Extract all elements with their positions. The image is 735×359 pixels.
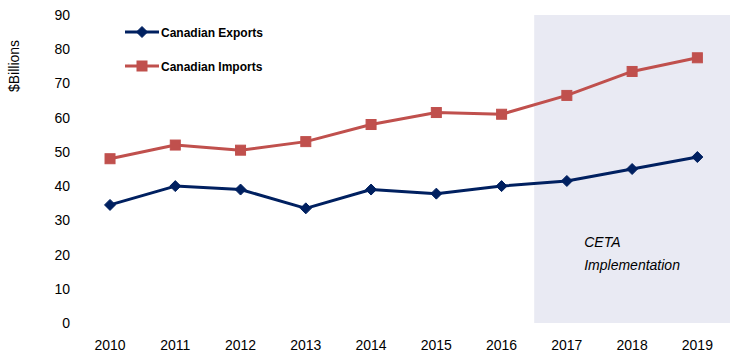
x-tick-label: 2017 bbox=[551, 337, 582, 353]
data-point bbox=[301, 137, 311, 147]
y-tick-label: 80 bbox=[54, 41, 70, 57]
data-point bbox=[561, 175, 572, 186]
y-tick-label: 20 bbox=[54, 247, 70, 263]
chart-container: CETAImplementation 0 10 20 30 40 50 60 70 80 90 201… bbox=[0, 0, 735, 359]
data-point bbox=[692, 53, 702, 63]
data-point bbox=[431, 188, 442, 199]
data-point bbox=[431, 108, 441, 118]
data-point bbox=[236, 145, 246, 155]
data-point bbox=[496, 181, 507, 192]
data-point bbox=[105, 154, 115, 164]
legend-marker bbox=[137, 61, 147, 71]
data-point bbox=[692, 152, 703, 163]
data-point bbox=[627, 66, 637, 76]
data-point bbox=[627, 164, 638, 175]
x-tick-label: 2012 bbox=[225, 337, 256, 353]
legend-label: Canadian Imports bbox=[161, 60, 263, 74]
y-tick-label: 40 bbox=[54, 178, 70, 194]
chart-svg: CETAImplementation 0 10 20 30 40 50 60 70 80 90 201… bbox=[0, 0, 735, 359]
y-tick-label: 50 bbox=[54, 144, 70, 160]
series-line bbox=[110, 58, 697, 159]
legend-label: Canadian Exports bbox=[161, 26, 263, 40]
y-tick-label: 60 bbox=[54, 110, 70, 126]
data-point bbox=[170, 140, 180, 150]
x-tick-label: 2014 bbox=[355, 337, 386, 353]
legend-marker bbox=[137, 27, 148, 38]
legend: Canadian Exports Canadian Imports bbox=[125, 26, 263, 74]
data-point bbox=[562, 90, 572, 100]
series-line bbox=[110, 157, 697, 208]
y-tick-label: 70 bbox=[54, 75, 70, 91]
y-tick-label: 0 bbox=[62, 315, 70, 331]
x-tick-label: 2013 bbox=[290, 337, 321, 353]
y-tick-label: 10 bbox=[54, 281, 70, 297]
annotation-text: CETAImplementation bbox=[584, 234, 680, 273]
x-tick-label: 2016 bbox=[486, 337, 517, 353]
y-tick-label: 30 bbox=[54, 212, 70, 228]
x-tick-label: 2010 bbox=[94, 337, 125, 353]
data-point bbox=[366, 184, 377, 195]
x-tick-label: 2015 bbox=[421, 337, 452, 353]
x-tick-label: 2019 bbox=[682, 337, 713, 353]
y-tick-label: 90 bbox=[54, 7, 70, 23]
annotation-region bbox=[534, 15, 730, 323]
y-axis-label: $Billions bbox=[6, 40, 22, 92]
data-point bbox=[105, 199, 116, 210]
data-point bbox=[170, 181, 181, 192]
data-point bbox=[366, 120, 376, 130]
data-point bbox=[497, 109, 507, 119]
x-tick-label: 2011 bbox=[160, 337, 190, 353]
data-point bbox=[300, 203, 311, 214]
data-point bbox=[235, 184, 246, 195]
x-tick-label: 2018 bbox=[617, 337, 648, 353]
plot-area bbox=[105, 53, 703, 214]
